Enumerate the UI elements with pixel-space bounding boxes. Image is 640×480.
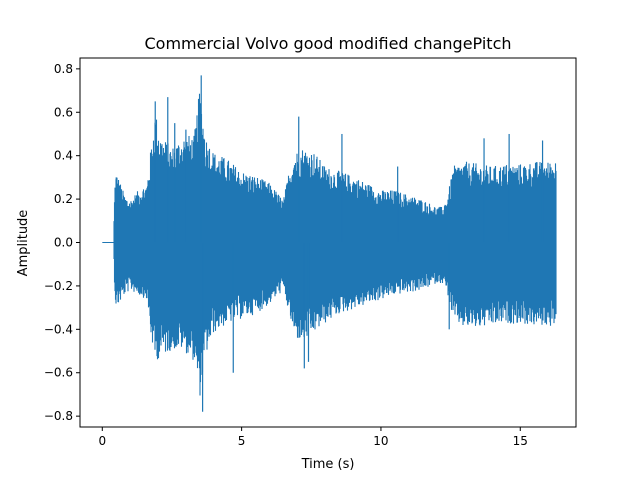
x-axis-label: Time (s)	[301, 457, 355, 472]
y-tick-label: 0.8	[54, 62, 73, 76]
plot-series	[102, 75, 557, 412]
x-tick-label: 5	[238, 434, 246, 448]
y-tick-label: −0.2	[44, 279, 73, 293]
y-tick-label: −0.4	[44, 322, 73, 336]
waveform-line	[102, 93, 557, 396]
x-axis: 0 5 10 15	[98, 427, 528, 448]
y-tick-label: 0.6	[54, 105, 73, 119]
y-tick-label: 0.4	[54, 149, 73, 163]
y-axis-label: Amplitude	[16, 210, 31, 277]
y-tick-label: −0.6	[44, 366, 73, 380]
y-tick-label: −0.8	[44, 409, 73, 423]
chart-title: Commercial Volvo good modified changePit…	[144, 34, 511, 53]
x-tick-label: 10	[373, 434, 388, 448]
x-tick-label: 0	[98, 434, 106, 448]
y-tick-label: 0.0	[54, 236, 73, 250]
y-tick-label: 0.2	[54, 192, 73, 206]
y-axis: −0.8 −0.6 −0.4 −0.2 0.0 0.2 0.4 0.6 0.8	[44, 62, 80, 423]
x-tick-label: 15	[513, 434, 528, 448]
